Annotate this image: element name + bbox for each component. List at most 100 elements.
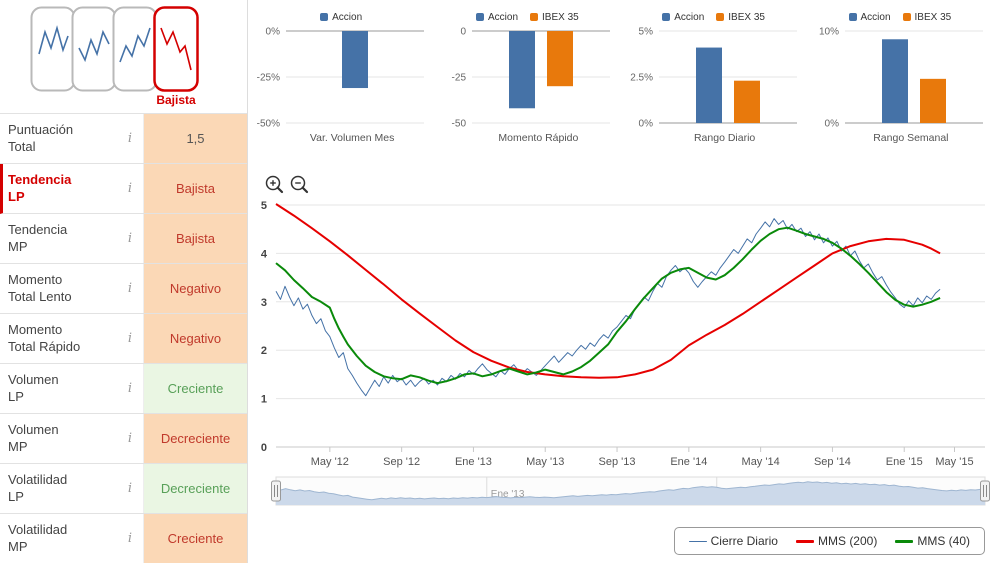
- legend-label: IBEX 35: [542, 11, 579, 23]
- trend-icon-1-svg: [30, 6, 76, 92]
- metric-row-momento-total-lento[interactable]: Momento Total Lento i Negativo: [0, 264, 247, 314]
- zoom-out-icon: [290, 175, 309, 194]
- mini-chart-var-volumen-mes: Accion 0% -25% -50% Var. Volumen Mes: [248, 0, 434, 150]
- metric-label: Puntuación Total: [8, 122, 74, 154]
- metric-row-volumen-mp[interactable]: Volumen MP i Decreciente: [0, 414, 247, 464]
- trend-icon-2[interactable]: [71, 6, 117, 92]
- info-icon[interactable]: i: [127, 131, 133, 146]
- trend-icon-3[interactable]: [112, 6, 158, 92]
- svg-text:Sep '14: Sep '14: [814, 456, 851, 468]
- svg-text:0: 0: [261, 442, 267, 454]
- bar-var-volumen-mes-accion[interactable]: [342, 31, 368, 89]
- metric-label: Volumen MP: [8, 422, 59, 454]
- info-icon[interactable]: i: [127, 531, 133, 546]
- svg-text:2: 2: [261, 345, 267, 357]
- legend-swatch-ibex-35: [716, 13, 725, 21]
- legend-swatch-ibex-35: [902, 13, 911, 21]
- legend-item-mms-200[interactable]: MMS (200): [795, 534, 878, 548]
- trend-icon-bajista-svg: [153, 6, 199, 92]
- mini-legend: Accion IBEX 35: [434, 8, 620, 26]
- svg-text:May '12: May '12: [311, 456, 349, 468]
- bar-rango-semanal-ibex-35[interactable]: [919, 78, 946, 123]
- trend-icon-3-svg: [112, 6, 158, 92]
- legend-item-accion[interactable]: Accion: [848, 11, 891, 23]
- svg-text:0: 0: [461, 27, 467, 38]
- series-mms-40[interactable]: [275, 226, 941, 385]
- legend-label: Cierre Diario: [710, 534, 778, 548]
- zoom-out-button[interactable]: [289, 174, 311, 196]
- info-icon[interactable]: i: [127, 381, 133, 396]
- svg-text:-50%: -50%: [257, 119, 280, 130]
- svg-text:Ene '13: Ene '13: [491, 489, 525, 500]
- legend-item-accion[interactable]: Accion: [476, 12, 518, 23]
- metric-row-volumen-lp[interactable]: Volumen LP i Creciente: [0, 364, 247, 414]
- metric-label: Volatilidad LP: [8, 472, 68, 504]
- info-icon[interactable]: i: [127, 281, 133, 296]
- legend-swatch-accion: [848, 13, 857, 21]
- svg-text:Ene '13: Ene '13: [455, 456, 492, 468]
- bar-rango-diario-ibex-35[interactable]: [733, 80, 760, 123]
- metric-row-tendencia-lp[interactable]: Tendencia LP i Bajista: [0, 164, 247, 214]
- legend-label: Accion: [860, 11, 891, 23]
- mini-legend: Accion: [248, 8, 434, 26]
- series-cierre-diario[interactable]: [275, 218, 941, 397]
- metric-row-volatilidad-mp[interactable]: Volatilidad MP i Creciente: [0, 514, 247, 563]
- legend-item-accion[interactable]: Accion: [320, 12, 362, 23]
- metric-row-puntuaci-n-total[interactable]: Puntuación Total i 1,5: [0, 114, 247, 164]
- legend-swatch-ibex-35: [530, 13, 539, 21]
- trend-icon-1[interactable]: [30, 6, 76, 92]
- legend-label: Accion: [674, 11, 705, 23]
- legend-item-ibex-35[interactable]: IBEX 35: [530, 12, 579, 23]
- svg-text:0%: 0%: [266, 27, 281, 38]
- trend-icon-2-svg: [71, 6, 117, 92]
- metric-row-tendencia-mp[interactable]: Tendencia MP i Bajista: [0, 214, 247, 264]
- mini-plot-rango-semanal: 10% 0%: [819, 27, 983, 130]
- info-icon[interactable]: i: [127, 181, 133, 196]
- svg-text:1: 1: [261, 394, 267, 406]
- bar-momento-r-pido-ibex-35[interactable]: [547, 31, 574, 87]
- series-mms-200[interactable]: [275, 203, 941, 379]
- svg-text:0%: 0%: [824, 119, 839, 130]
- metric-row-volatilidad-lp[interactable]: Volatilidad LP i Decreciente: [0, 464, 247, 514]
- svg-text:Sep '13: Sep '13: [599, 456, 636, 468]
- navigator-right-handle[interactable]: [980, 480, 990, 502]
- chart-legend: Cierre Diario MMS (200) MMS (40): [673, 527, 985, 555]
- legend-item-cierre-diario[interactable]: Cierre Diario: [688, 534, 778, 548]
- trend-icon-bajista[interactable]: [153, 6, 199, 92]
- metric-value: 1,5: [143, 114, 247, 163]
- metric-value: Bajista: [143, 164, 247, 213]
- info-icon[interactable]: i: [127, 481, 133, 496]
- legend-swatch-accion: [320, 13, 329, 21]
- mini-plot-var-volumen-mes: 0% -25% -50%: [257, 27, 424, 130]
- zoom-in-button[interactable]: [264, 174, 286, 196]
- mini-chart-title: Rango Diario: [693, 132, 756, 144]
- legend-label: MMS (200): [817, 534, 878, 548]
- legend-item-ibex-35[interactable]: IBEX 35: [902, 12, 951, 23]
- bar-rango-semanal-accion[interactable]: [881, 39, 908, 123]
- svg-text:5: 5: [261, 200, 267, 212]
- zoom-in-icon: [265, 175, 284, 194]
- info-icon[interactable]: i: [127, 431, 133, 446]
- legend-item-ibex-35[interactable]: IBEX 35: [716, 12, 765, 23]
- info-icon[interactable]: i: [127, 231, 133, 246]
- mini-chart-rango-semanal: Accion IBEX 35 10% 0% Rango Semanal: [807, 0, 993, 150]
- legend-label: Accion: [332, 11, 363, 23]
- metric-label: Volatilidad MP: [8, 522, 68, 554]
- mini-charts: Accion 0% -25% -50% Var. Volumen Mes Accion IB…: [248, 0, 993, 150]
- svg-text:5%: 5%: [638, 27, 653, 38]
- mini-chart-rango-diario: Accion IBEX 35 5% 2.5% 0% Rango Diario: [621, 0, 807, 150]
- svg-text:Sep '12: Sep '12: [383, 456, 420, 468]
- metric-row-momento-total-r-pido[interactable]: Momento Total Rápido i Negativo: [0, 314, 247, 364]
- price-chart-svg[interactable]: 0 1 2 3 4 5 May '12 Sep '12 Ene '13 May '13 Sep '1…: [248, 160, 993, 472]
- zoom-controls: [264, 174, 311, 196]
- mini-chart-title: Var. Volumen Mes: [309, 132, 395, 144]
- info-icon[interactable]: i: [127, 331, 133, 346]
- navigator-left-handle[interactable]: [271, 480, 281, 502]
- bar-momento-r-pido-accion[interactable]: [509, 31, 536, 109]
- legend-item-mms-40[interactable]: MMS (40): [895, 534, 970, 548]
- legend-item-accion[interactable]: Accion: [662, 12, 704, 23]
- svg-text:Ene '14: Ene '14: [670, 456, 707, 468]
- bar-rango-diario-accion[interactable]: [695, 47, 722, 123]
